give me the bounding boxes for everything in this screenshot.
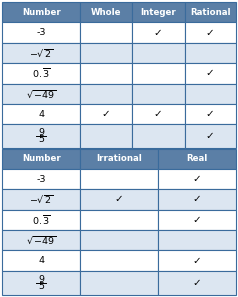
Text: ✓: ✓: [206, 28, 215, 37]
Bar: [2, 271, 80, 295]
Bar: [184, 2, 236, 22]
Text: Irrational: Irrational: [96, 154, 142, 163]
Bar: [158, 210, 236, 230]
Bar: [158, 271, 236, 295]
Text: -3: -3: [36, 175, 46, 184]
Text: ✓: ✓: [193, 195, 202, 204]
Text: ✓: ✓: [154, 28, 163, 37]
Bar: [80, 230, 158, 250]
Bar: [80, 43, 132, 63]
Bar: [132, 2, 184, 22]
Text: 5: 5: [38, 135, 44, 144]
Text: ✓: ✓: [193, 278, 202, 288]
Bar: [2, 83, 80, 104]
Bar: [80, 104, 132, 124]
Bar: [132, 43, 184, 63]
Text: 4: 4: [38, 110, 44, 119]
Bar: [184, 22, 236, 43]
Bar: [2, 22, 80, 43]
Text: ✓: ✓: [154, 109, 163, 119]
Bar: [2, 148, 80, 169]
Text: $-\sqrt{2}$: $-\sqrt{2}$: [29, 194, 53, 205]
Bar: [80, 83, 132, 104]
Text: Number: Number: [22, 8, 60, 17]
Bar: [158, 230, 236, 250]
Text: ✓: ✓: [102, 109, 110, 119]
Text: ✓: ✓: [193, 174, 202, 184]
Text: $\sqrt{-49}$: $\sqrt{-49}$: [26, 88, 56, 99]
Bar: [2, 124, 80, 148]
Bar: [80, 169, 158, 189]
Bar: [2, 230, 80, 250]
Bar: [80, 210, 158, 230]
Bar: [80, 22, 132, 43]
Bar: [2, 169, 80, 189]
Bar: [184, 83, 236, 104]
Bar: [2, 189, 80, 210]
Bar: [158, 148, 236, 169]
Bar: [80, 189, 158, 210]
Bar: [2, 63, 80, 83]
Bar: [132, 22, 184, 43]
Bar: [184, 63, 236, 83]
Bar: [2, 250, 80, 271]
Text: Real: Real: [186, 154, 208, 163]
Bar: [132, 104, 184, 124]
Bar: [80, 148, 158, 169]
Text: 9: 9: [38, 128, 44, 138]
Text: ✓: ✓: [206, 109, 215, 119]
Text: 5: 5: [38, 282, 44, 291]
Text: Number: Number: [22, 154, 60, 163]
Bar: [132, 124, 184, 148]
Bar: [132, 63, 184, 83]
Bar: [80, 63, 132, 83]
Bar: [184, 43, 236, 63]
Text: 9: 9: [38, 275, 44, 284]
Bar: [2, 210, 80, 230]
Text: 4: 4: [38, 256, 44, 265]
Bar: [158, 189, 236, 210]
Text: Rational: Rational: [190, 8, 231, 17]
Text: $-\sqrt{2}$: $-\sqrt{2}$: [29, 47, 53, 59]
Text: ✓: ✓: [206, 68, 215, 78]
Text: $0.\overline{3}$: $0.\overline{3}$: [32, 67, 51, 80]
Bar: [158, 169, 236, 189]
Bar: [2, 104, 80, 124]
Bar: [184, 104, 236, 124]
Bar: [184, 124, 236, 148]
Bar: [132, 83, 184, 104]
Bar: [80, 124, 132, 148]
Text: $0.\overline{3}$: $0.\overline{3}$: [32, 213, 51, 227]
Bar: [2, 2, 80, 22]
Bar: [80, 250, 158, 271]
Text: ✓: ✓: [193, 215, 202, 225]
Text: Whole: Whole: [91, 8, 121, 17]
Text: Integer: Integer: [140, 8, 176, 17]
Text: ✓: ✓: [206, 131, 215, 141]
Text: ✓: ✓: [115, 195, 124, 204]
Bar: [80, 2, 132, 22]
Text: -3: -3: [36, 28, 46, 37]
Text: ✓: ✓: [193, 256, 202, 266]
Bar: [80, 271, 158, 295]
Text: $\sqrt{-49}$: $\sqrt{-49}$: [26, 234, 56, 246]
Bar: [158, 250, 236, 271]
Bar: [2, 43, 80, 63]
